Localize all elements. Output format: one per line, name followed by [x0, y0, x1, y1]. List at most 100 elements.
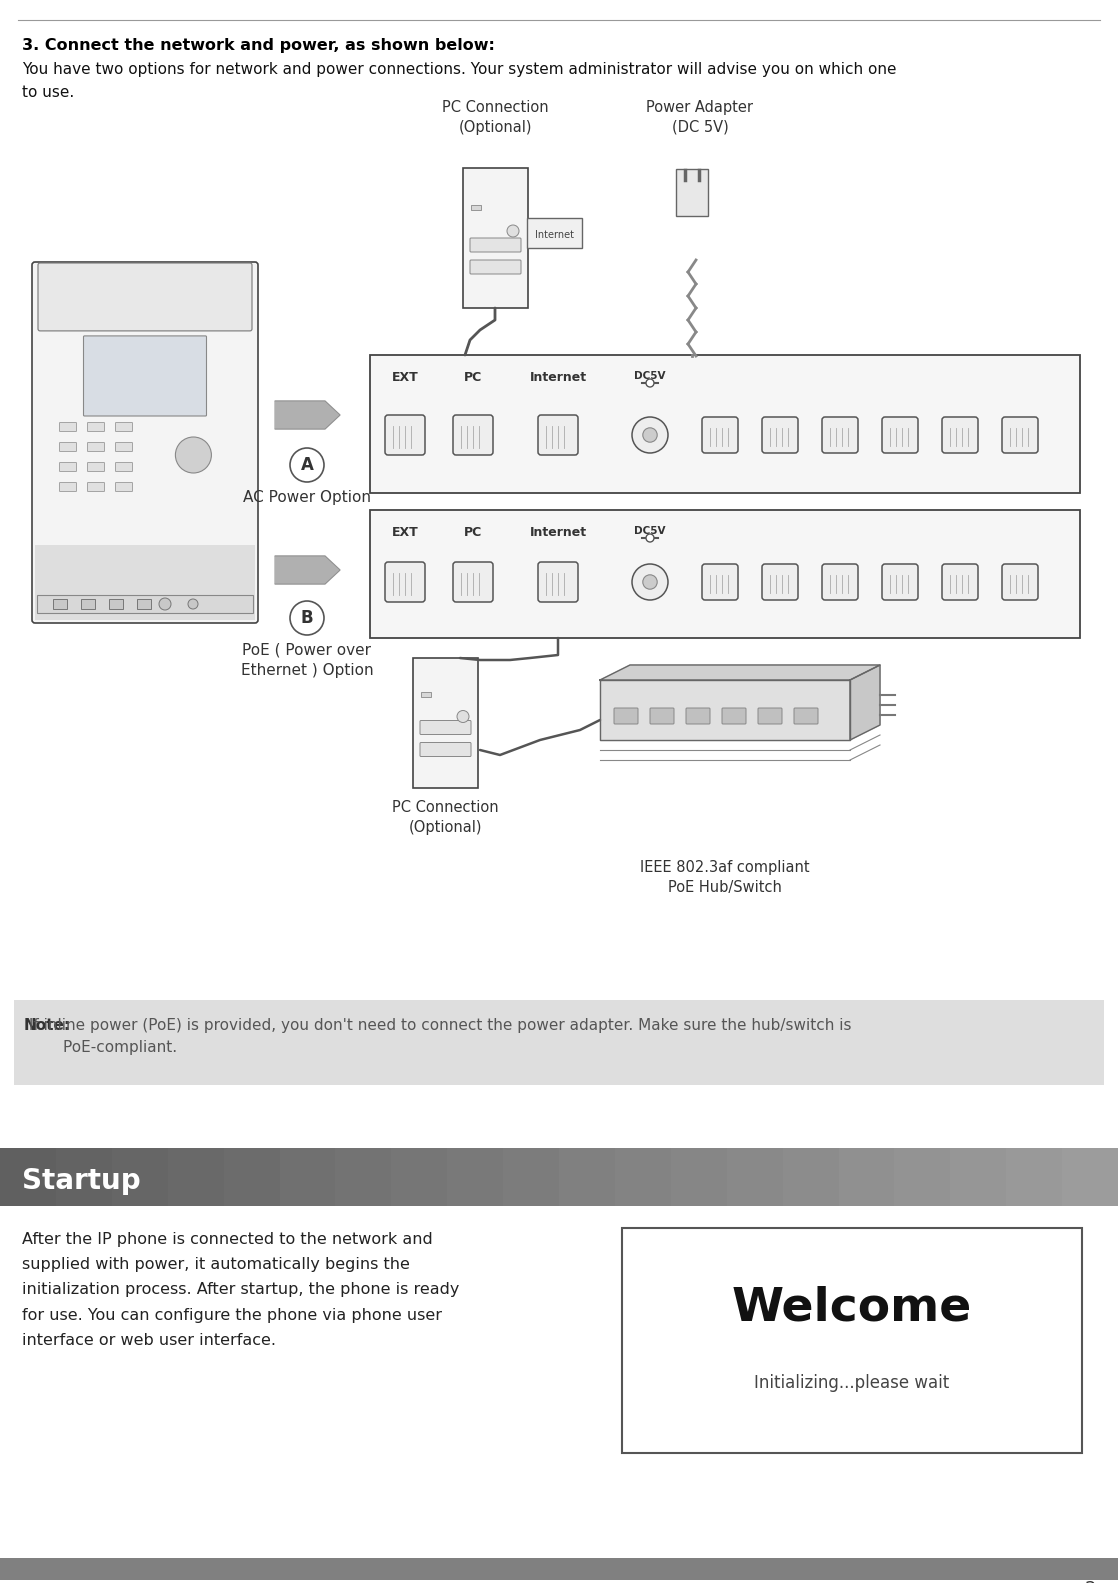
- FancyBboxPatch shape: [413, 659, 479, 788]
- FancyBboxPatch shape: [224, 1148, 281, 1206]
- FancyBboxPatch shape: [59, 443, 76, 451]
- FancyBboxPatch shape: [758, 708, 781, 723]
- FancyBboxPatch shape: [882, 416, 918, 453]
- FancyBboxPatch shape: [762, 564, 798, 600]
- FancyBboxPatch shape: [108, 598, 123, 609]
- FancyBboxPatch shape: [420, 720, 471, 735]
- Circle shape: [188, 598, 198, 609]
- FancyBboxPatch shape: [59, 423, 76, 432]
- FancyBboxPatch shape: [1002, 416, 1038, 453]
- FancyBboxPatch shape: [421, 692, 432, 697]
- FancyBboxPatch shape: [722, 708, 746, 723]
- FancyBboxPatch shape: [702, 416, 738, 453]
- FancyBboxPatch shape: [1062, 1148, 1118, 1206]
- Text: Note:: Note:: [23, 1018, 72, 1034]
- FancyBboxPatch shape: [335, 1148, 392, 1206]
- Polygon shape: [275, 556, 340, 584]
- Text: 2: 2: [1084, 1580, 1096, 1583]
- Text: PC: PC: [464, 370, 482, 385]
- FancyBboxPatch shape: [838, 1148, 896, 1206]
- FancyBboxPatch shape: [676, 169, 708, 215]
- FancyBboxPatch shape: [783, 1148, 840, 1206]
- FancyBboxPatch shape: [0, 1558, 1118, 1580]
- Text: EXT: EXT: [391, 370, 418, 385]
- FancyBboxPatch shape: [453, 415, 493, 454]
- Text: Welcome: Welcome: [732, 1285, 973, 1330]
- Text: EXT: EXT: [391, 526, 418, 538]
- Text: Power Adapter
(DC 5V): Power Adapter (DC 5V): [646, 100, 754, 135]
- FancyBboxPatch shape: [614, 708, 638, 723]
- Circle shape: [632, 564, 667, 600]
- FancyBboxPatch shape: [115, 423, 133, 432]
- FancyBboxPatch shape: [87, 423, 104, 432]
- FancyBboxPatch shape: [671, 1148, 728, 1206]
- FancyBboxPatch shape: [370, 355, 1080, 492]
- FancyBboxPatch shape: [463, 168, 528, 309]
- FancyBboxPatch shape: [15, 1000, 1103, 1084]
- FancyBboxPatch shape: [622, 1228, 1082, 1453]
- FancyBboxPatch shape: [59, 462, 76, 472]
- FancyBboxPatch shape: [615, 1148, 672, 1206]
- FancyBboxPatch shape: [471, 206, 481, 211]
- Text: A: A: [301, 456, 313, 473]
- FancyBboxPatch shape: [470, 260, 521, 274]
- FancyBboxPatch shape: [115, 462, 133, 472]
- Circle shape: [506, 225, 519, 237]
- FancyBboxPatch shape: [138, 598, 151, 609]
- FancyBboxPatch shape: [35, 545, 255, 621]
- FancyBboxPatch shape: [0, 1148, 57, 1206]
- FancyBboxPatch shape: [686, 708, 710, 723]
- FancyBboxPatch shape: [702, 564, 738, 600]
- Circle shape: [290, 448, 324, 481]
- Polygon shape: [275, 400, 340, 429]
- Polygon shape: [600, 681, 850, 739]
- FancyBboxPatch shape: [950, 1148, 1007, 1206]
- FancyBboxPatch shape: [822, 564, 858, 600]
- Text: Startup: Startup: [22, 1167, 141, 1195]
- FancyBboxPatch shape: [87, 462, 104, 472]
- Text: B: B: [301, 609, 313, 627]
- Circle shape: [643, 575, 657, 589]
- FancyBboxPatch shape: [1006, 1148, 1063, 1206]
- FancyBboxPatch shape: [53, 598, 67, 609]
- FancyBboxPatch shape: [115, 483, 133, 491]
- FancyBboxPatch shape: [538, 415, 578, 454]
- Circle shape: [176, 437, 211, 473]
- FancyBboxPatch shape: [80, 598, 95, 609]
- FancyBboxPatch shape: [453, 562, 493, 602]
- FancyBboxPatch shape: [762, 416, 798, 453]
- Text: 3. Connect the network and power, as shown below:: 3. Connect the network and power, as sho…: [22, 38, 495, 52]
- Text: DC5V: DC5V: [634, 370, 665, 382]
- Text: If inline power (PoE) is provided, you don't need to connect the power adapter. : If inline power (PoE) is provided, you d…: [23, 1018, 852, 1056]
- FancyBboxPatch shape: [503, 1148, 560, 1206]
- Text: DC5V: DC5V: [634, 526, 665, 537]
- Polygon shape: [850, 665, 880, 739]
- FancyBboxPatch shape: [385, 415, 425, 454]
- FancyBboxPatch shape: [794, 708, 818, 723]
- FancyBboxPatch shape: [280, 1148, 337, 1206]
- Text: AC Power Option: AC Power Option: [243, 491, 371, 505]
- Circle shape: [159, 598, 171, 609]
- FancyBboxPatch shape: [59, 483, 76, 491]
- FancyBboxPatch shape: [727, 1148, 784, 1206]
- FancyBboxPatch shape: [38, 263, 252, 331]
- FancyBboxPatch shape: [559, 1148, 616, 1206]
- Text: Internet: Internet: [530, 370, 587, 385]
- FancyBboxPatch shape: [37, 595, 253, 613]
- FancyBboxPatch shape: [56, 1148, 113, 1206]
- FancyBboxPatch shape: [115, 443, 133, 451]
- FancyBboxPatch shape: [650, 708, 674, 723]
- Text: After the IP phone is connected to the network and
supplied with power, it autom: After the IP phone is connected to the n…: [22, 1232, 459, 1347]
- Text: Internet: Internet: [534, 230, 574, 241]
- Text: PC Connection
(Optional): PC Connection (Optional): [442, 100, 548, 135]
- FancyBboxPatch shape: [942, 416, 978, 453]
- FancyBboxPatch shape: [87, 443, 104, 451]
- FancyBboxPatch shape: [527, 218, 582, 249]
- FancyBboxPatch shape: [822, 416, 858, 453]
- FancyBboxPatch shape: [894, 1148, 951, 1206]
- FancyBboxPatch shape: [942, 564, 978, 600]
- Polygon shape: [600, 665, 880, 681]
- FancyBboxPatch shape: [168, 1148, 225, 1206]
- Text: IEEE 802.3af compliant
PoE Hub/Switch: IEEE 802.3af compliant PoE Hub/Switch: [641, 860, 809, 894]
- Text: Initializing...please wait: Initializing...please wait: [755, 1374, 949, 1391]
